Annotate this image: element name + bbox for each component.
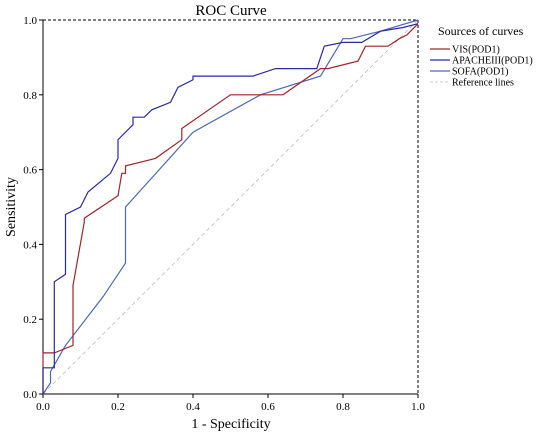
y-tick-label: 1.0 <box>23 15 37 27</box>
legend-label-vis-pod1: VIS(POD1) <box>452 45 500 56</box>
y-tick-label: 0.6 <box>23 165 37 177</box>
legend-label-apacheiii-pod1: APACHEIII(POD1) <box>452 56 533 67</box>
y-axis-label: Sensitivity <box>4 177 19 237</box>
x-tick-label: 0.0 <box>36 401 50 413</box>
chart-title: ROC Curve <box>195 3 267 19</box>
y-tick-label: 0.0 <box>23 389 37 401</box>
series-layer <box>42 19 419 395</box>
series-line-reference-lines <box>42 19 419 395</box>
x-tick-label: 0.8 <box>336 401 350 413</box>
legend-label-sofa-pod1: SOFA(POD1) <box>452 67 509 78</box>
legend-items: VIS(POD1)APACHEIII(POD1)SOFA(POD1)Refere… <box>430 45 533 89</box>
series-line-apacheiii-pod1 <box>42 23 419 394</box>
plot-area: 0.0 0.2 0.4 0.6 0.8 1.0 0.0 0.2 0.4 0.6 0.8 1.0 <box>23 15 425 413</box>
x-axis-ticks: 0.0 0.2 0.4 0.6 0.8 1.0 <box>36 394 425 413</box>
y-tick-label: 0.2 <box>23 314 37 326</box>
legend-label-reference-lines: Reference lines <box>452 78 514 89</box>
legend-title: Sources of curves <box>438 24 524 38</box>
y-tick-label: 0.4 <box>23 239 37 251</box>
y-tick-label: 0.8 <box>23 90 37 102</box>
x-tick-label: 0.4 <box>186 401 200 413</box>
legend: Sources of curves VIS(POD1)APACHEIII(POD… <box>430 24 533 89</box>
series-line-vis-pod1 <box>42 23 419 394</box>
x-tick-label: 0.6 <box>261 401 275 413</box>
x-tick-label: 1.0 <box>411 401 425 413</box>
x-axis-label: 1 - Specificity <box>191 417 270 432</box>
x-tick-label: 0.2 <box>111 401 125 413</box>
y-axis-ticks: 0.0 0.2 0.4 0.6 0.8 1.0 <box>23 15 43 401</box>
